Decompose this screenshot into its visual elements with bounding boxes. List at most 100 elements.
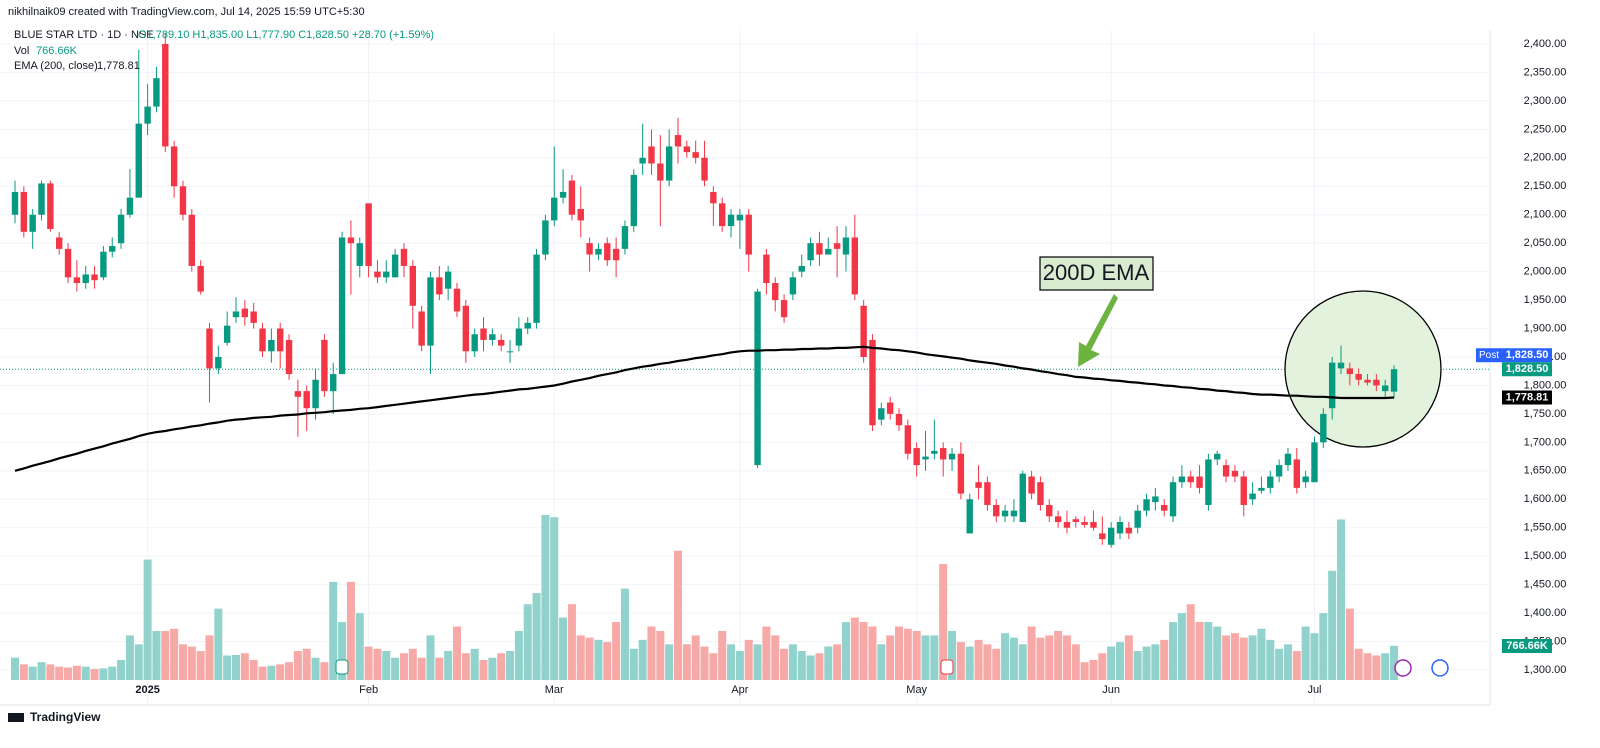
candle-body xyxy=(1019,473,1026,523)
volume-bar xyxy=(682,644,691,680)
volume-bar xyxy=(152,630,161,680)
candle-body xyxy=(1143,499,1150,511)
volume-bar xyxy=(921,635,930,680)
candle-body xyxy=(621,226,629,249)
candle-body xyxy=(38,183,45,215)
candle-body xyxy=(1284,453,1292,466)
volume-bar xyxy=(338,622,347,680)
volume-bar xyxy=(603,642,612,680)
y-tick-label: 1,300.00 xyxy=(1524,664,1567,676)
volume-bar xyxy=(1071,644,1080,680)
volume-bar xyxy=(444,651,453,680)
candle-body xyxy=(1010,510,1018,517)
candle-body xyxy=(913,448,920,466)
candle-body xyxy=(524,322,531,329)
volume-bar xyxy=(1381,653,1390,680)
dividend-icon[interactable] xyxy=(1394,659,1412,677)
ema-line xyxy=(14,345,1395,472)
volume-bar xyxy=(37,662,46,680)
y-tick-label: 1,900.00 xyxy=(1524,322,1567,334)
candle-body xyxy=(1373,379,1380,386)
volume-bar xyxy=(1107,646,1116,680)
candle-body xyxy=(1090,522,1097,528)
candle-body xyxy=(833,243,841,249)
candle-body xyxy=(1293,459,1300,488)
volume-bar xyxy=(276,664,285,680)
candle-body xyxy=(206,328,213,369)
candle-body xyxy=(1311,442,1318,483)
candle-body xyxy=(444,271,452,289)
price-label-box xyxy=(1502,390,1552,405)
y-tick-label: 1,500.00 xyxy=(1524,550,1567,562)
candle-body xyxy=(763,254,770,284)
volume-bar xyxy=(709,653,718,680)
ema-value: 1,778.81 xyxy=(97,60,140,72)
volume-bar xyxy=(108,666,117,680)
volume-bar xyxy=(771,635,780,680)
x-tick-label: Mar xyxy=(545,684,564,696)
candle-body xyxy=(807,243,814,261)
candle-body xyxy=(710,191,717,204)
candle-body xyxy=(1249,493,1256,500)
volume-bar xyxy=(541,515,550,680)
candle-body xyxy=(1337,362,1345,369)
candle-body xyxy=(241,308,249,318)
volume-bar xyxy=(1204,622,1213,680)
volume-bar xyxy=(514,630,523,680)
candle-body xyxy=(1328,362,1336,409)
volume-bar xyxy=(665,644,674,680)
y-tick-label: 1,750.00 xyxy=(1524,408,1567,420)
candle-body xyxy=(1028,476,1035,494)
y-tick-label: 2,250.00 xyxy=(1524,123,1567,135)
candle-body xyxy=(374,271,381,278)
volume-bar xyxy=(1230,633,1239,680)
candle-body xyxy=(1231,470,1239,477)
volume-bar xyxy=(877,644,886,680)
candle-body xyxy=(1001,510,1009,517)
annotation: 200D EMA xyxy=(1043,260,1150,285)
volume-bar xyxy=(90,668,99,680)
candle-body xyxy=(745,214,752,255)
volume-bar xyxy=(453,626,461,680)
volume-bar xyxy=(744,639,753,680)
candle-body xyxy=(1152,496,1159,503)
candle-body xyxy=(515,328,523,346)
candle-body xyxy=(798,265,805,272)
earnings-icon[interactable] xyxy=(335,659,349,675)
volume-bar xyxy=(1142,646,1151,680)
volume-bar xyxy=(346,581,355,680)
candle-body xyxy=(312,379,319,409)
volume-bar xyxy=(1213,626,1222,680)
volume-bar xyxy=(1239,637,1248,680)
volume-bar xyxy=(1354,648,1363,680)
earnings-icon[interactable] xyxy=(940,659,954,675)
volume-bar xyxy=(461,653,470,680)
volume-bar xyxy=(1363,653,1372,680)
y-tick-label: 1,700.00 xyxy=(1524,436,1567,448)
volume-bar xyxy=(267,665,276,680)
volume-bar xyxy=(903,628,912,680)
candle-body xyxy=(736,214,744,221)
volume-bar xyxy=(1089,659,1098,680)
y-tick-label: 2,200.00 xyxy=(1524,152,1567,164)
volume-bar xyxy=(64,667,73,680)
candle-body xyxy=(1275,465,1283,477)
candle-body xyxy=(975,482,982,488)
volume-bar xyxy=(117,659,126,680)
volume-bar xyxy=(329,581,338,680)
volume-bar xyxy=(11,657,19,680)
candle-body xyxy=(64,248,72,278)
d-icon[interactable] xyxy=(1431,659,1449,677)
volume-bar xyxy=(983,644,992,680)
candle-body xyxy=(1267,476,1274,488)
annotation-box xyxy=(1039,256,1154,291)
candle-body xyxy=(1037,482,1044,505)
y-tick-label: 2,000.00 xyxy=(1524,266,1567,278)
volume-bar xyxy=(435,657,444,680)
candle-body xyxy=(259,328,266,352)
ohlc: O1,789.10 H1,835.00 L1,777.90 C1,828.50 … xyxy=(138,29,434,41)
y-tick-label: 2,400.00 xyxy=(1524,38,1567,50)
volume-bar xyxy=(806,655,815,680)
candle-body xyxy=(869,339,876,426)
volume-bar xyxy=(1027,626,1036,680)
